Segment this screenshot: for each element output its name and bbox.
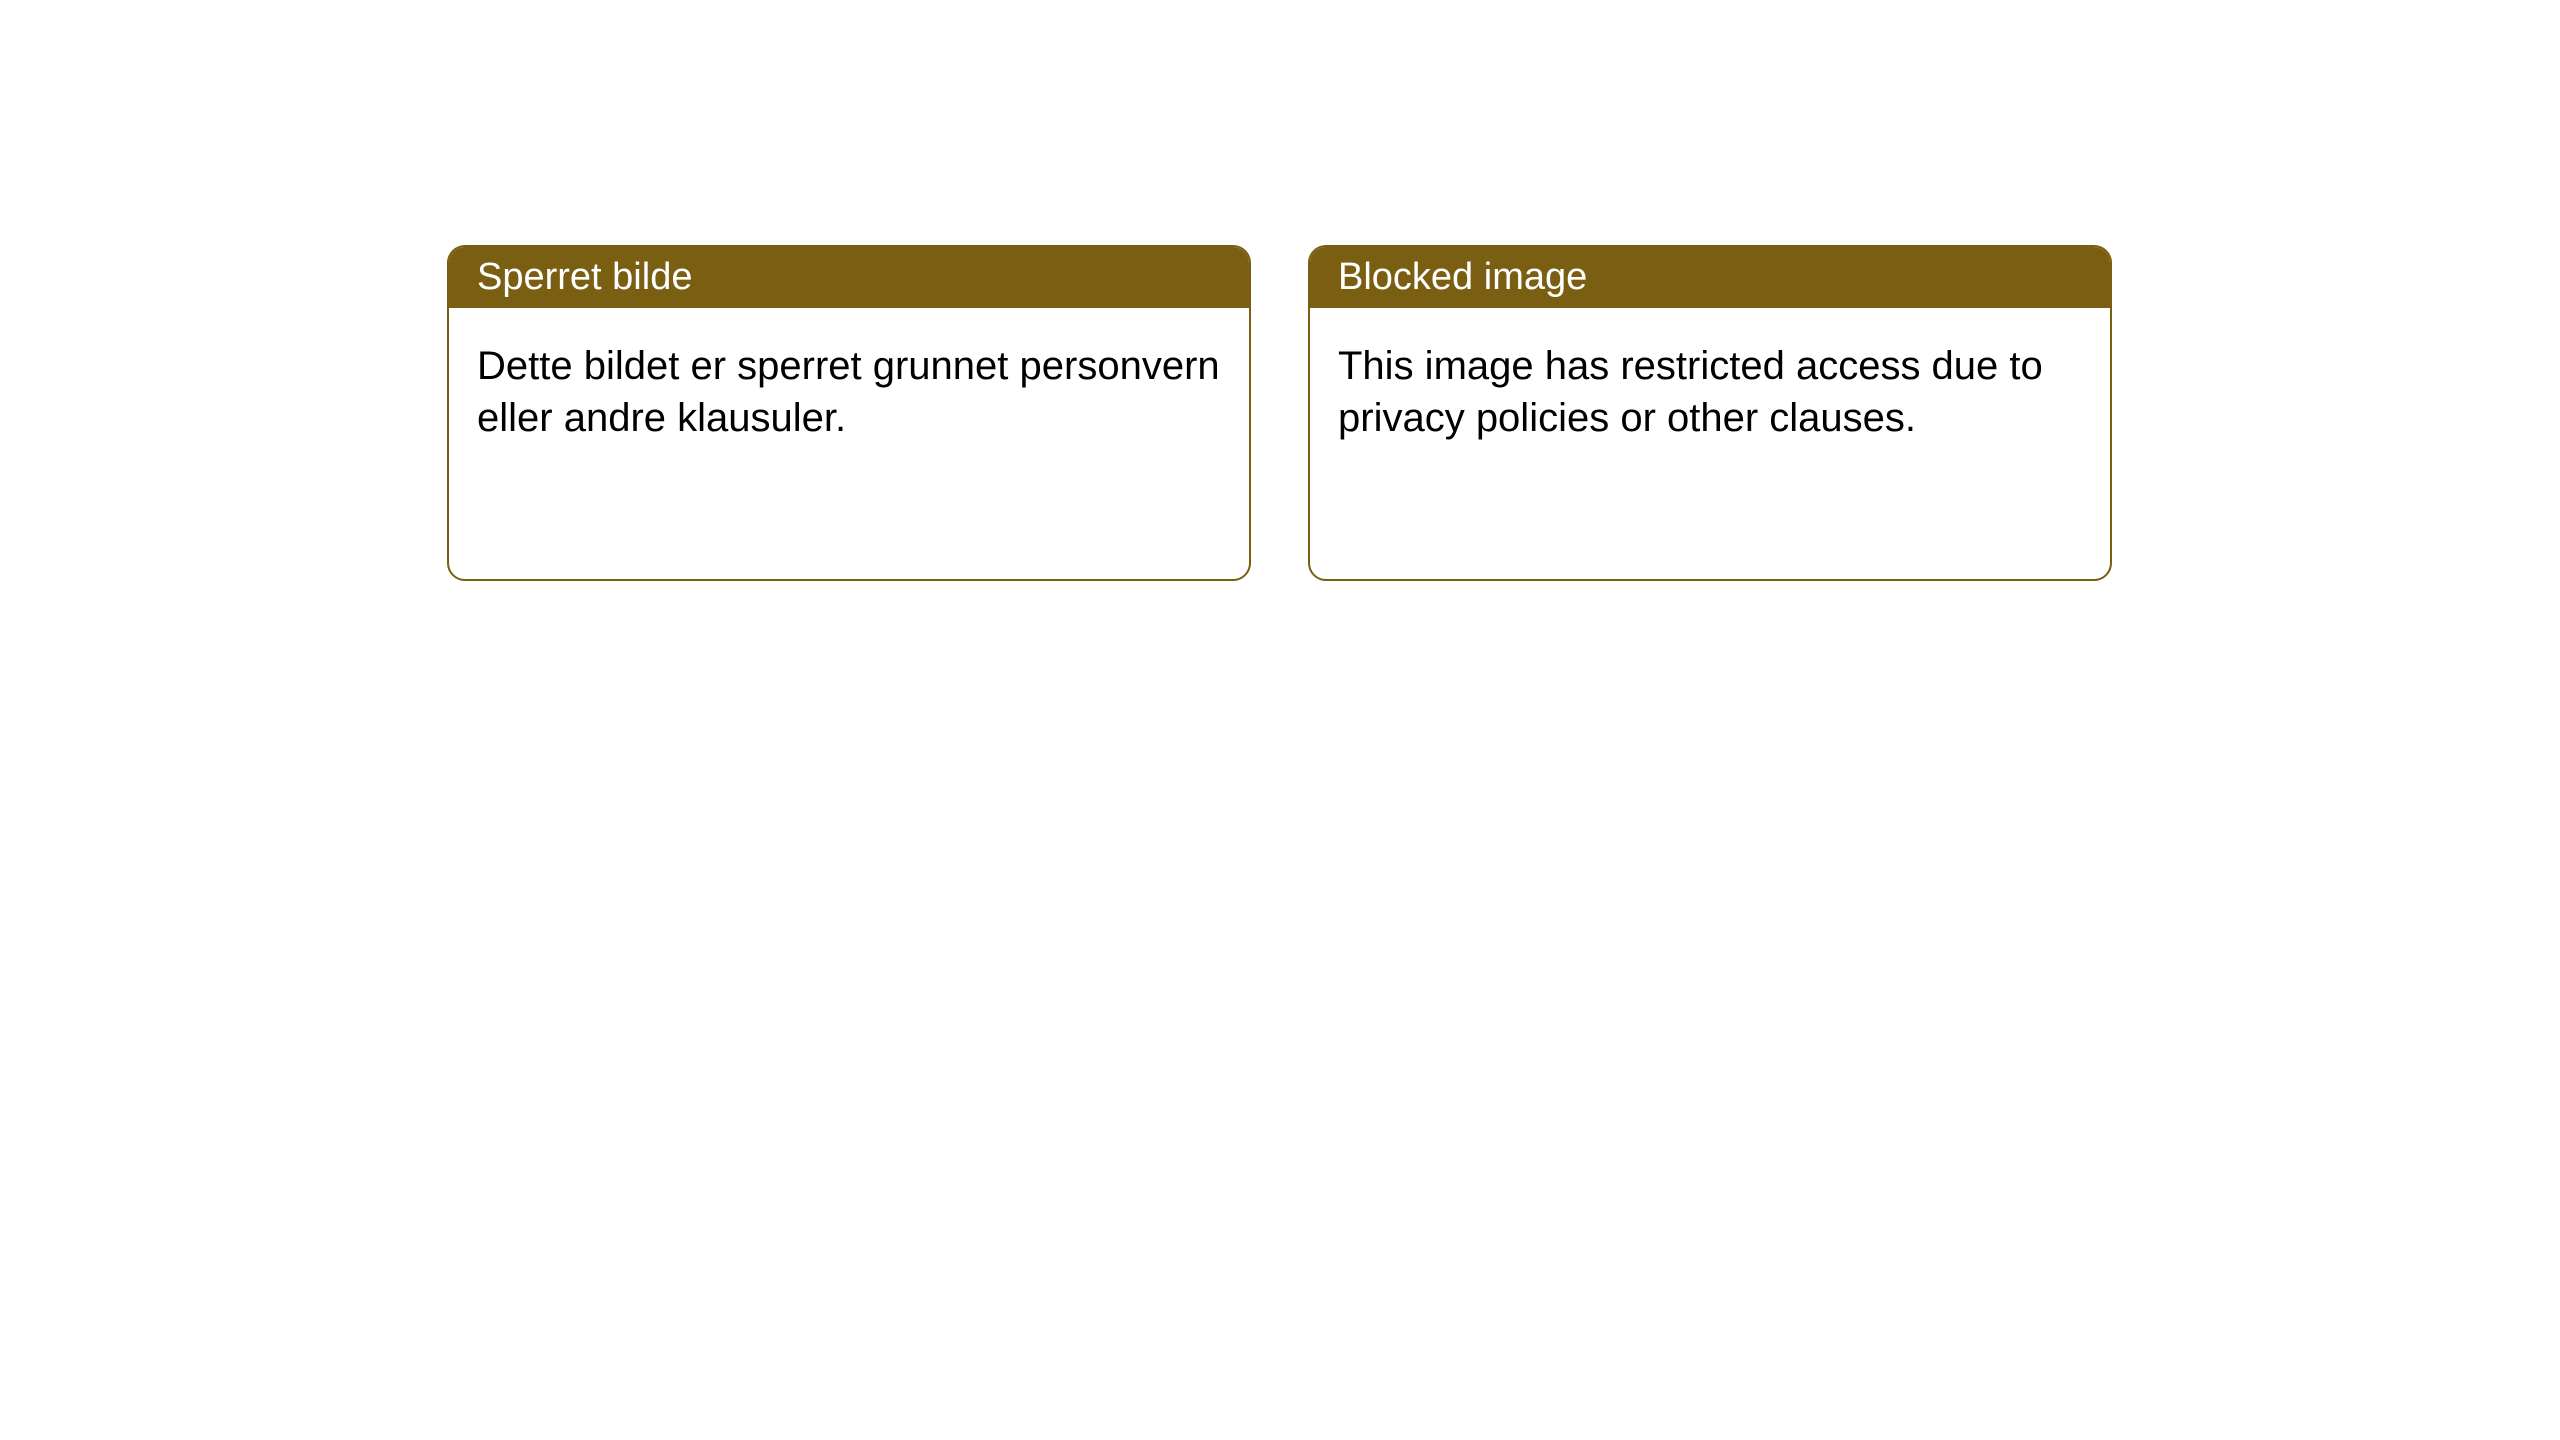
card-body-text: Dette bildet er sperret grunnet personve… bbox=[477, 344, 1220, 440]
notice-container: Sperret bilde Dette bildet er sperret gr… bbox=[447, 245, 2112, 581]
notice-card-english: Blocked image This image has restricted … bbox=[1308, 245, 2112, 581]
card-header: Sperret bilde bbox=[449, 247, 1249, 308]
card-header: Blocked image bbox=[1310, 247, 2110, 308]
notice-card-norwegian: Sperret bilde Dette bildet er sperret gr… bbox=[447, 245, 1251, 581]
card-body: Dette bildet er sperret grunnet personve… bbox=[449, 308, 1249, 476]
card-header-text: Sperret bilde bbox=[477, 256, 692, 298]
card-body: This image has restricted access due to … bbox=[1310, 308, 2110, 476]
card-header-text: Blocked image bbox=[1338, 256, 1587, 298]
card-body-text: This image has restricted access due to … bbox=[1338, 344, 2043, 440]
